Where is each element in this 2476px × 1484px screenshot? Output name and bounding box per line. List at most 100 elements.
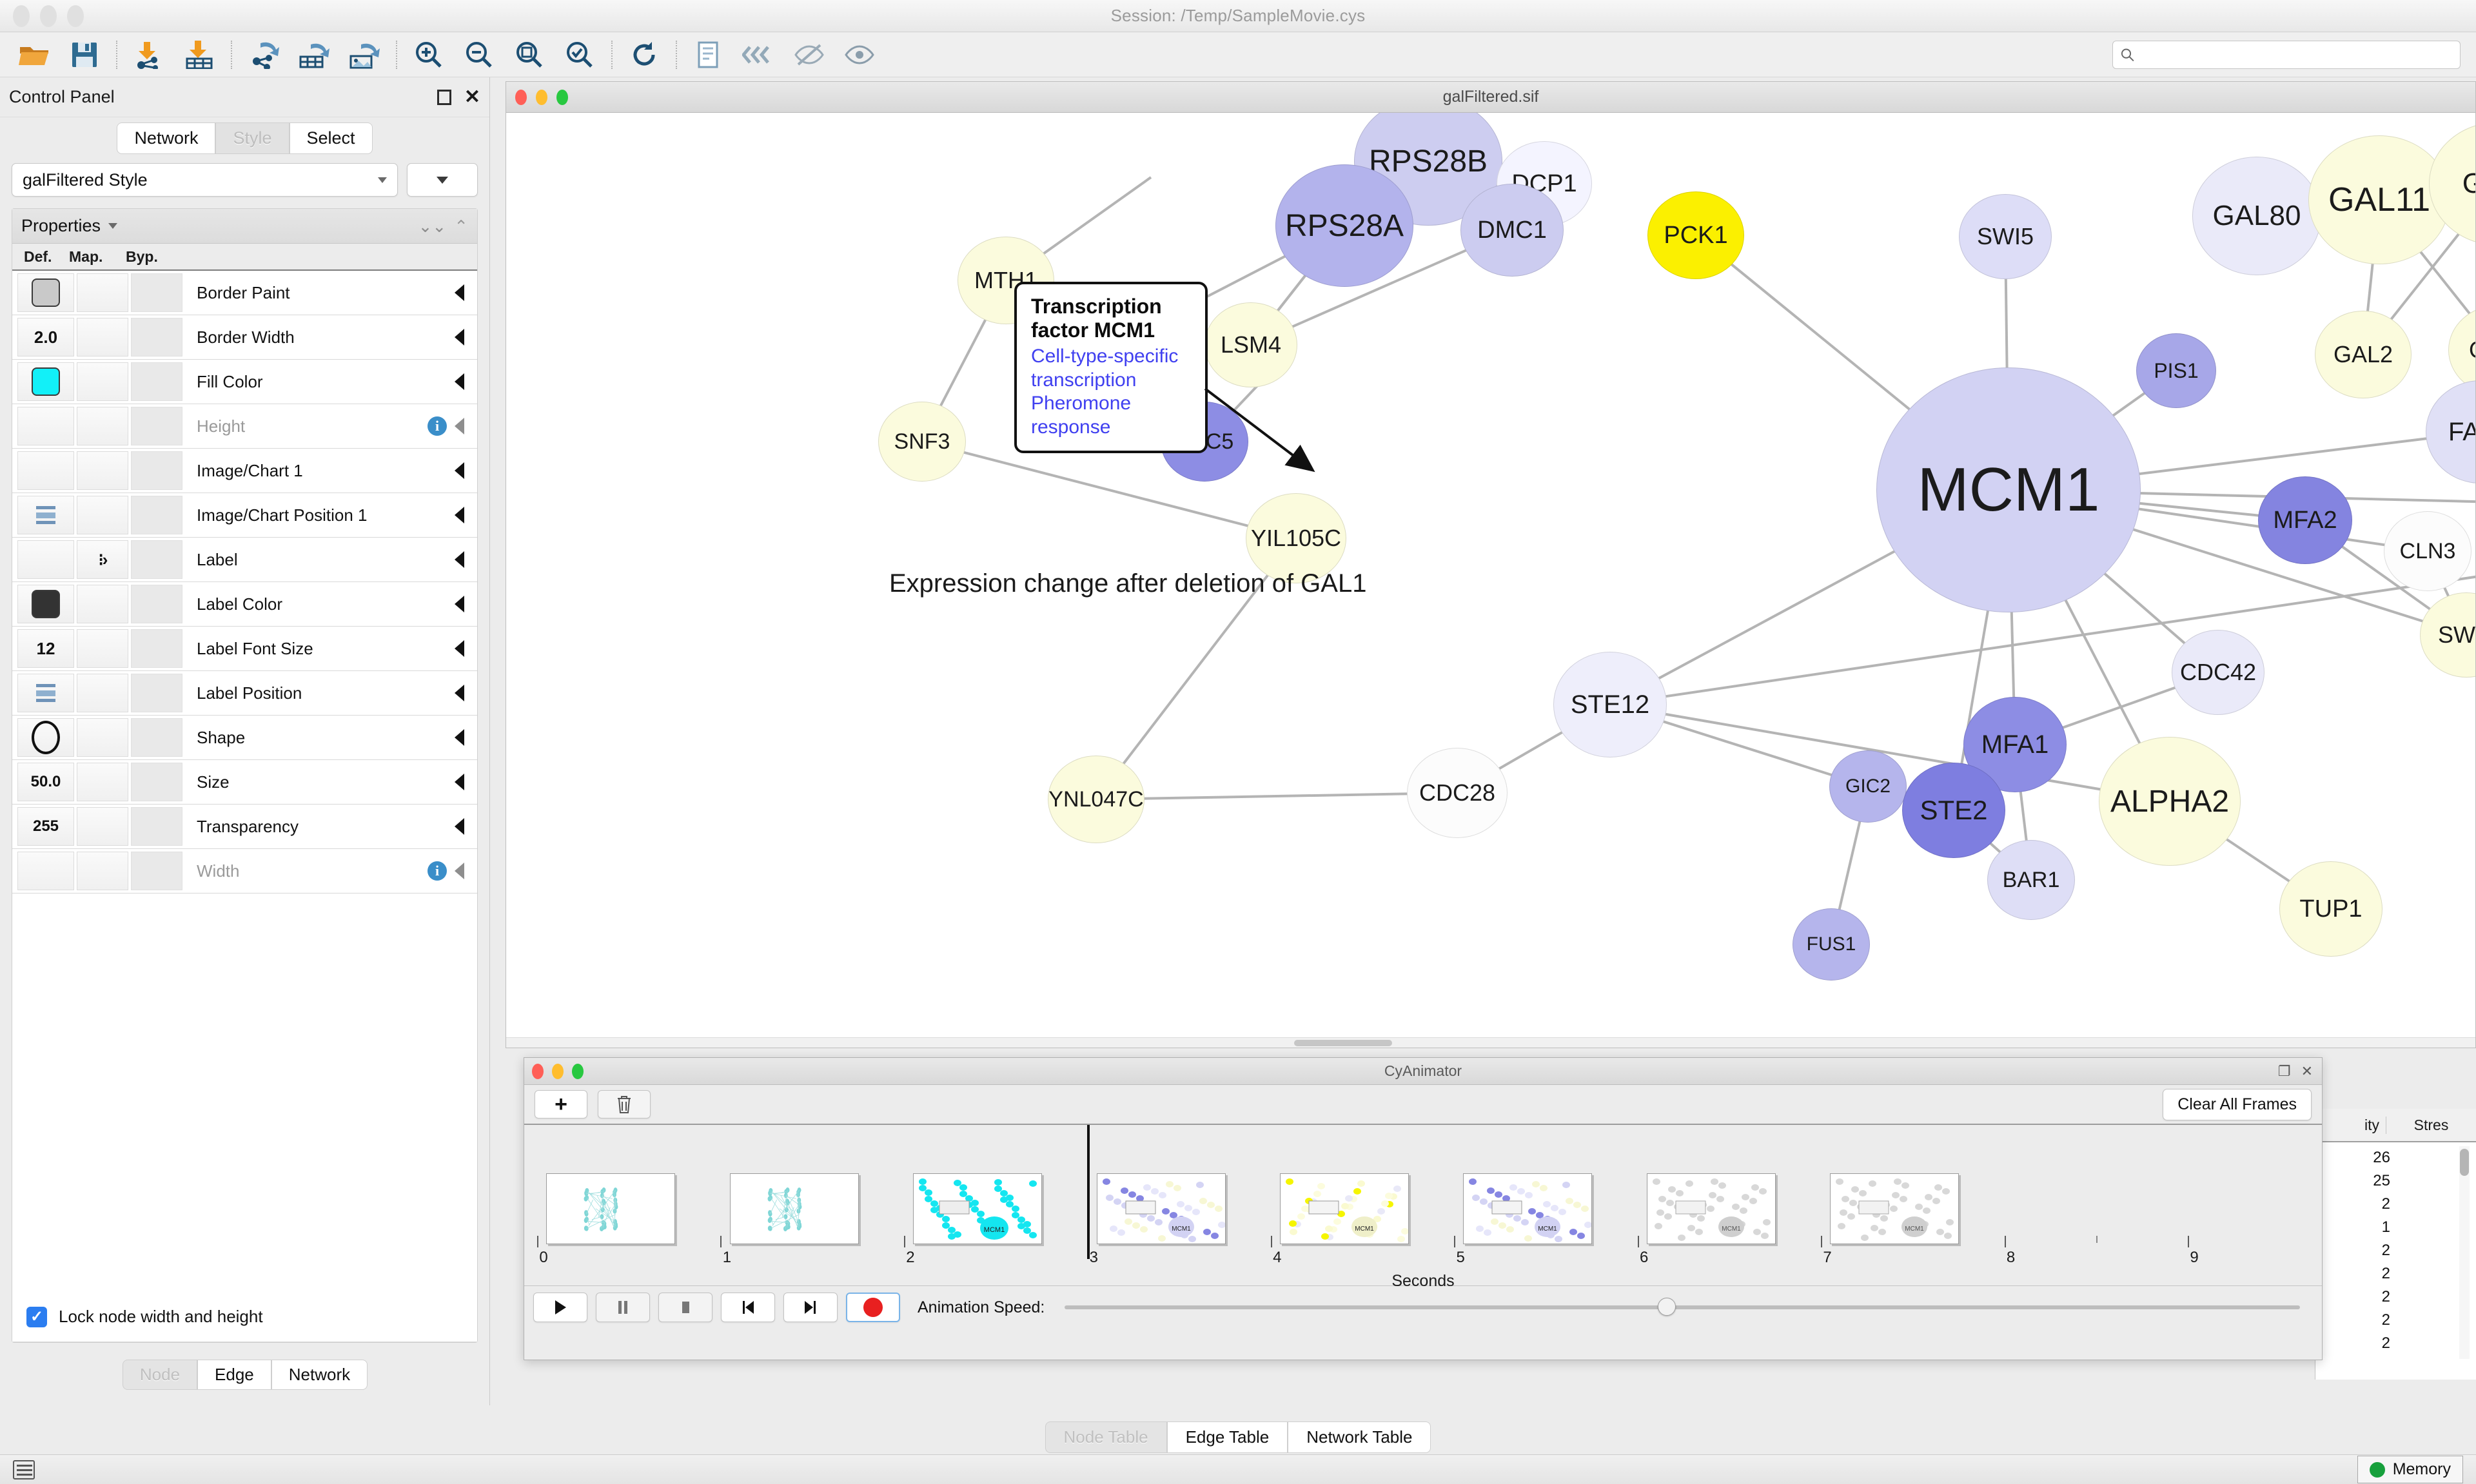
- property-row[interactable]: Label Position: [12, 671, 477, 716]
- network-caption[interactable]: Expression change after deletion of GAL1: [889, 569, 1367, 598]
- table-row[interactable]: 2: [2315, 1262, 2476, 1285]
- network-node[interactable]: RPS28A: [1275, 164, 1413, 287]
- property-default-cell[interactable]: [17, 718, 74, 757]
- open-file-icon[interactable]: [9, 32, 59, 77]
- network-node[interactable]: SNF3: [878, 402, 966, 482]
- network-maximize-button[interactable]: [556, 89, 568, 105]
- animation-frame-thumbnail[interactable]: MCM1: [1096, 1173, 1226, 1244]
- zoom-fit-icon[interactable]: [504, 32, 555, 77]
- property-default-cell[interactable]: [17, 407, 74, 445]
- property-bypass-cell[interactable]: [131, 318, 182, 356]
- timeline-playhead[interactable]: [1087, 1125, 1090, 1259]
- property-default-cell[interactable]: [17, 451, 74, 490]
- refresh-icon[interactable]: [619, 32, 669, 77]
- network-node[interactable]: CLN3: [2384, 511, 2471, 591]
- property-row[interactable]: 50.0 Size: [12, 760, 477, 805]
- property-default-cell[interactable]: 12: [17, 629, 74, 668]
- style-options-button[interactable]: [407, 163, 478, 197]
- color-swatch[interactable]: [32, 367, 60, 396]
- property-default-cell[interactable]: [17, 540, 74, 579]
- property-mapping-cell[interactable]: [77, 451, 128, 490]
- expand-property-arrow[interactable]: [455, 818, 464, 835]
- lock-node-size-checkbox[interactable]: ✓: [26, 1306, 47, 1327]
- network-node[interactable]: CDC42: [2172, 630, 2265, 715]
- close-panel-icon[interactable]: ✕: [464, 86, 480, 108]
- collapse-all-icon[interactable]: ⌃: [454, 216, 468, 236]
- property-mapping-cell[interactable]: [77, 807, 128, 846]
- mapping-icon[interactable]: ⁝›: [98, 549, 108, 569]
- cyanimator-minimize-button[interactable]: [552, 1063, 564, 1079]
- tab-node[interactable]: Node: [122, 1360, 198, 1390]
- table-vertical-scrollbar[interactable]: [2459, 1146, 2470, 1359]
- property-mapping-cell[interactable]: [77, 496, 128, 534]
- show-all-icon[interactable]: [834, 32, 885, 77]
- property-bypass-cell[interactable]: [131, 273, 182, 312]
- animation-frame-thumbnail[interactable]: [729, 1173, 859, 1244]
- property-mapping-cell[interactable]: [77, 362, 128, 401]
- property-default-cell[interactable]: [17, 674, 74, 712]
- export-image-icon[interactable]: [339, 32, 389, 77]
- property-mapping-cell[interactable]: [77, 674, 128, 712]
- property-default-cell[interactable]: [17, 273, 74, 312]
- property-row[interactable]: Image/Chart Position 1: [12, 493, 477, 538]
- property-row[interactable]: ⁝› Label: [12, 538, 477, 582]
- animation-frame-thumbnail[interactable]: [546, 1173, 676, 1244]
- tab-edge[interactable]: Edge: [197, 1360, 271, 1390]
- tab-network-table[interactable]: Network Table: [1288, 1421, 1431, 1453]
- cyanimator-restore-icon[interactable]: ❐: [2277, 1062, 2291, 1079]
- property-bypass-cell[interactable]: [131, 629, 182, 668]
- table-row[interactable]: 2: [2315, 1239, 2476, 1262]
- annotation-box[interactable]: Transcription factor MCM1 Cell-type-spec…: [1014, 282, 1208, 454]
- expand-property-arrow[interactable]: [455, 507, 464, 523]
- network-node[interactable]: GAL80: [2192, 157, 2321, 275]
- hide-selected-icon[interactable]: [784, 32, 834, 77]
- position-icon[interactable]: [36, 506, 55, 524]
- maximize-window-button[interactable]: [67, 5, 84, 27]
- window-controls[interactable]: [13, 5, 84, 27]
- property-row[interactable]: Shape: [12, 716, 477, 760]
- info-icon[interactable]: i: [427, 416, 447, 436]
- network-canvas[interactable]: RPS28BDCP1RPS28ADMC1PCK1SWI5GAL80GAL11GA…: [506, 113, 2475, 1048]
- clear-all-frames-button[interactable]: Clear All Frames: [2163, 1088, 2312, 1120]
- property-mapping-cell[interactable]: [77, 852, 128, 890]
- network-node[interactable]: MFA2: [2258, 476, 2352, 564]
- network-node[interactable]: STE2: [1902, 763, 2005, 858]
- expand-property-arrow[interactable]: [455, 551, 464, 568]
- property-default-cell[interactable]: 255: [17, 807, 74, 846]
- expand-property-arrow[interactable]: [455, 640, 464, 657]
- expand-property-arrow[interactable]: [455, 462, 464, 479]
- lock-node-size-row[interactable]: ✓ Lock node width and height: [12, 1292, 477, 1342]
- table-row[interactable]: 2: [2315, 1309, 2476, 1332]
- tab-edge-table[interactable]: Edge Table: [1166, 1421, 1288, 1453]
- column-header-ity[interactable]: ity: [2315, 1116, 2386, 1134]
- expand-property-arrow[interactable]: [455, 329, 464, 346]
- zoom-in-icon[interactable]: [404, 32, 454, 77]
- property-mapping-cell[interactable]: ⁝›: [77, 540, 128, 579]
- delete-frame-button[interactable]: [598, 1090, 651, 1118]
- property-row[interactable]: Label Color: [12, 582, 477, 627]
- property-row[interactable]: 255 Transparency: [12, 805, 477, 849]
- column-header-stress[interactable]: Stres: [2413, 1116, 2449, 1133]
- network-edge[interactable]: [1095, 537, 1297, 801]
- export-network-icon[interactable]: [239, 32, 289, 77]
- new-network-icon[interactable]: [683, 32, 734, 77]
- expand-all-icon[interactable]: ⌄⌄: [418, 216, 447, 236]
- next-frame-button[interactable]: [783, 1293, 838, 1322]
- expand-property-arrow[interactable]: [455, 418, 464, 434]
- previous-frame-button[interactable]: [721, 1293, 775, 1322]
- cyanimator-close-button[interactable]: [532, 1063, 544, 1079]
- network-node[interactable]: YNL047C: [1048, 756, 1145, 843]
- property-row[interactable]: Fill Color: [12, 360, 477, 404]
- expand-property-arrow[interactable]: [455, 729, 464, 746]
- animation-frame-thumbnail[interactable]: MCM1: [1280, 1173, 1409, 1244]
- property-row[interactable]: 2.0 Border Width: [12, 315, 477, 360]
- network-minimize-button[interactable]: [536, 89, 547, 105]
- network-node[interactable]: SWI5: [1959, 194, 2052, 279]
- expand-property-arrow[interactable]: [455, 774, 464, 790]
- property-default-cell[interactable]: [17, 585, 74, 623]
- import-table-icon[interactable]: [174, 32, 224, 77]
- property-bypass-cell[interactable]: [131, 718, 182, 757]
- property-mapping-cell[interactable]: [77, 585, 128, 623]
- add-frame-button[interactable]: +: [535, 1090, 587, 1118]
- property-default-cell[interactable]: [17, 496, 74, 534]
